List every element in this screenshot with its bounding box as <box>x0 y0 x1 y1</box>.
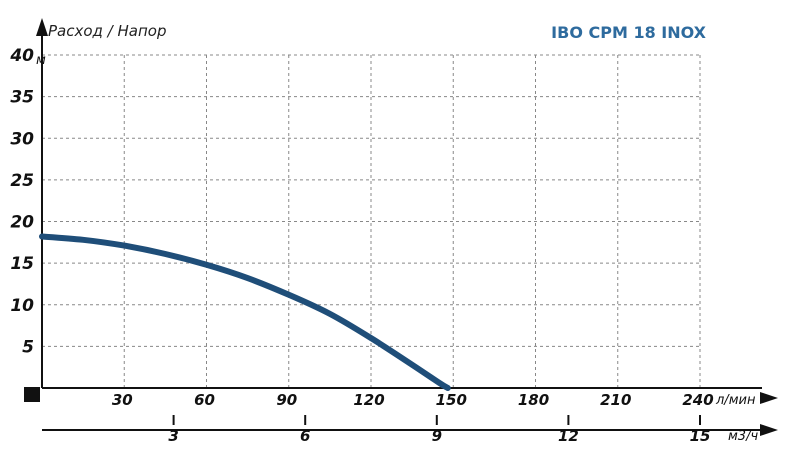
x2-axis-arrow <box>760 424 778 436</box>
x2-tick-label: 15 <box>690 427 711 445</box>
y-tick-label: 25 <box>10 171 34 191</box>
x2-tick-label: 3 <box>168 427 178 445</box>
x-axis-arrow <box>760 392 778 404</box>
head-flow-curve <box>39 233 451 391</box>
y-tick-label: 35 <box>10 88 34 108</box>
x-tick-label: 30 <box>112 391 133 409</box>
axes <box>24 18 778 436</box>
x-tick-label: 180 <box>518 391 549 409</box>
x2-unit-label: м3/ч <box>728 429 758 444</box>
x-tick-label: 60 <box>194 391 215 409</box>
y-unit-label: м <box>36 53 46 68</box>
y-tick-label: 10 <box>10 296 34 316</box>
y-tick-label: 5 <box>22 337 34 357</box>
x-tick-label: 210 <box>600 391 631 409</box>
x-tick-label: 240 <box>682 391 713 409</box>
x-tick-label: 150 <box>436 391 467 409</box>
tick-labels: 5 10 15 20 25 30 35 40 30 60 90 120 150 180 210 240 3 6 9 1… <box>9 46 713 445</box>
x-tick-label: 120 <box>353 391 384 409</box>
x-unit-label: л/мин <box>715 393 756 408</box>
chart-title: IBO CPM 18 INOX <box>551 23 706 42</box>
x-tick-label: 90 <box>276 391 297 409</box>
y-axis-title: Расход / Напор <box>48 22 166 40</box>
y-tick-label: 40 <box>9 46 34 66</box>
x2-tick-label: 9 <box>432 427 442 445</box>
y-tick-label: 30 <box>10 129 34 149</box>
x2-tick-label: 6 <box>300 427 310 445</box>
y-axis-arrow <box>36 18 48 36</box>
y-tick-label: 15 <box>10 254 34 274</box>
y-tick-label: 20 <box>10 213 34 233</box>
x2-tick-label: 12 <box>558 427 579 445</box>
grid <box>42 54 701 388</box>
origin-marker <box>24 387 40 402</box>
